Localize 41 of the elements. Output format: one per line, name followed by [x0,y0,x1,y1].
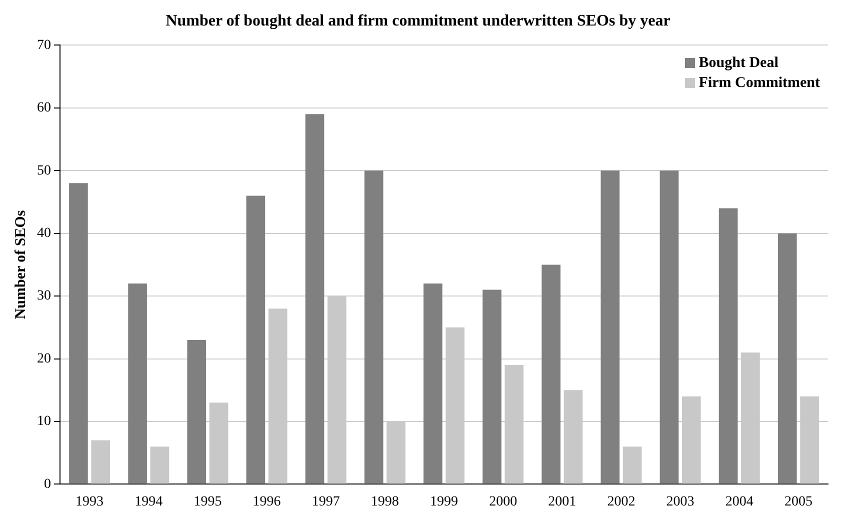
y-tick-label: 50 [37,163,51,178]
bar [778,233,797,484]
bar [718,208,738,484]
bar [128,284,147,484]
bar [187,340,206,484]
x-tick-label: 1999 [430,494,458,510]
bar [542,264,560,484]
legend-label: Firm Commitment [698,74,820,94]
bar [600,170,620,484]
bar [482,290,502,484]
x-tick-label: 2000 [489,494,518,510]
y-tick-label: 60 [37,100,51,116]
bar [69,183,88,484]
y-axis-title: Number of SEOs [12,210,29,320]
x-tick-label: 1996 [252,494,281,510]
bar [150,446,170,484]
y-tick-label: 20 [37,351,51,366]
x-tick-label: 2003 [666,494,694,510]
y-tick-label: 40 [37,226,51,242]
y-tick-label: 30 [37,288,51,304]
bar [364,170,384,484]
x-tick-label: 2005 [784,494,812,510]
chart-title: Number of bought deal and firm commitment underwritten SEOs by year [166,12,670,30]
x-tick-label: 1993 [76,494,104,510]
legend-label: Bought Deal [698,54,778,74]
x-tick-label: 2002 [607,494,636,510]
x-tick-label: 1994 [134,494,163,510]
bar [246,196,266,484]
bar [424,284,442,484]
x-tick-label: 1995 [194,494,222,510]
x-tick-label: 1997 [312,494,340,510]
x-tick-label: 2004 [725,494,754,510]
y-tick-label: 10 [37,414,51,430]
bar [660,170,679,484]
bar [91,440,110,484]
bar [305,114,324,484]
y-tick-label: 70 [37,38,51,53]
bar [622,446,642,484]
x-tick-label: 1998 [370,494,399,510]
x-tick-label: 2001 [548,494,576,510]
y-tick-label: 0 [44,476,51,492]
